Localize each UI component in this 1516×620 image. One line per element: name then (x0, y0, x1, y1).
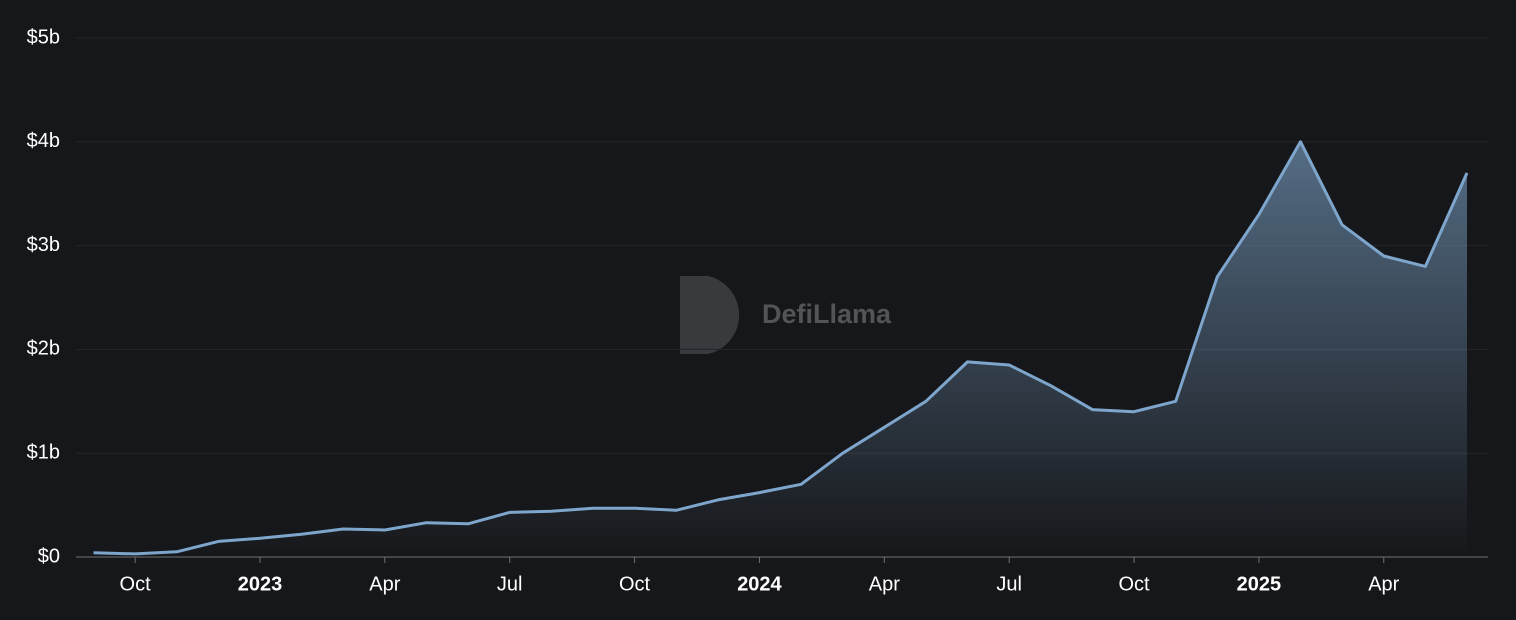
y-tick-label: $1b (27, 441, 60, 463)
x-tick-label: Oct (120, 573, 152, 595)
x-tick-label: Oct (1118, 573, 1150, 595)
x-tick-label: 2024 (737, 573, 782, 595)
x-tick-label: Jul (497, 573, 523, 595)
y-tick-label: $3b (27, 234, 60, 256)
x-tick-label: Apr (369, 573, 400, 595)
x-tick-label: Oct (619, 573, 651, 595)
y-tick-label: $5b (27, 26, 60, 48)
y-tick-label: $2b (27, 338, 60, 360)
x-tick-label: Apr (869, 573, 900, 595)
x-tick-label: Jul (996, 573, 1022, 595)
x-tick-label: Apr (1368, 573, 1399, 595)
watermark: DefiLlama (680, 276, 892, 354)
area (93, 141, 1467, 558)
x-tick-label: 2025 (1237, 573, 1282, 595)
y-tick-label: $0 (38, 545, 60, 567)
line (93, 140, 1469, 556)
watermark-logo (680, 276, 740, 354)
y-tick-label: $4b (27, 130, 60, 152)
x-tick-label: 2023 (238, 573, 283, 595)
watermark-text: DefiLlama (762, 299, 892, 329)
